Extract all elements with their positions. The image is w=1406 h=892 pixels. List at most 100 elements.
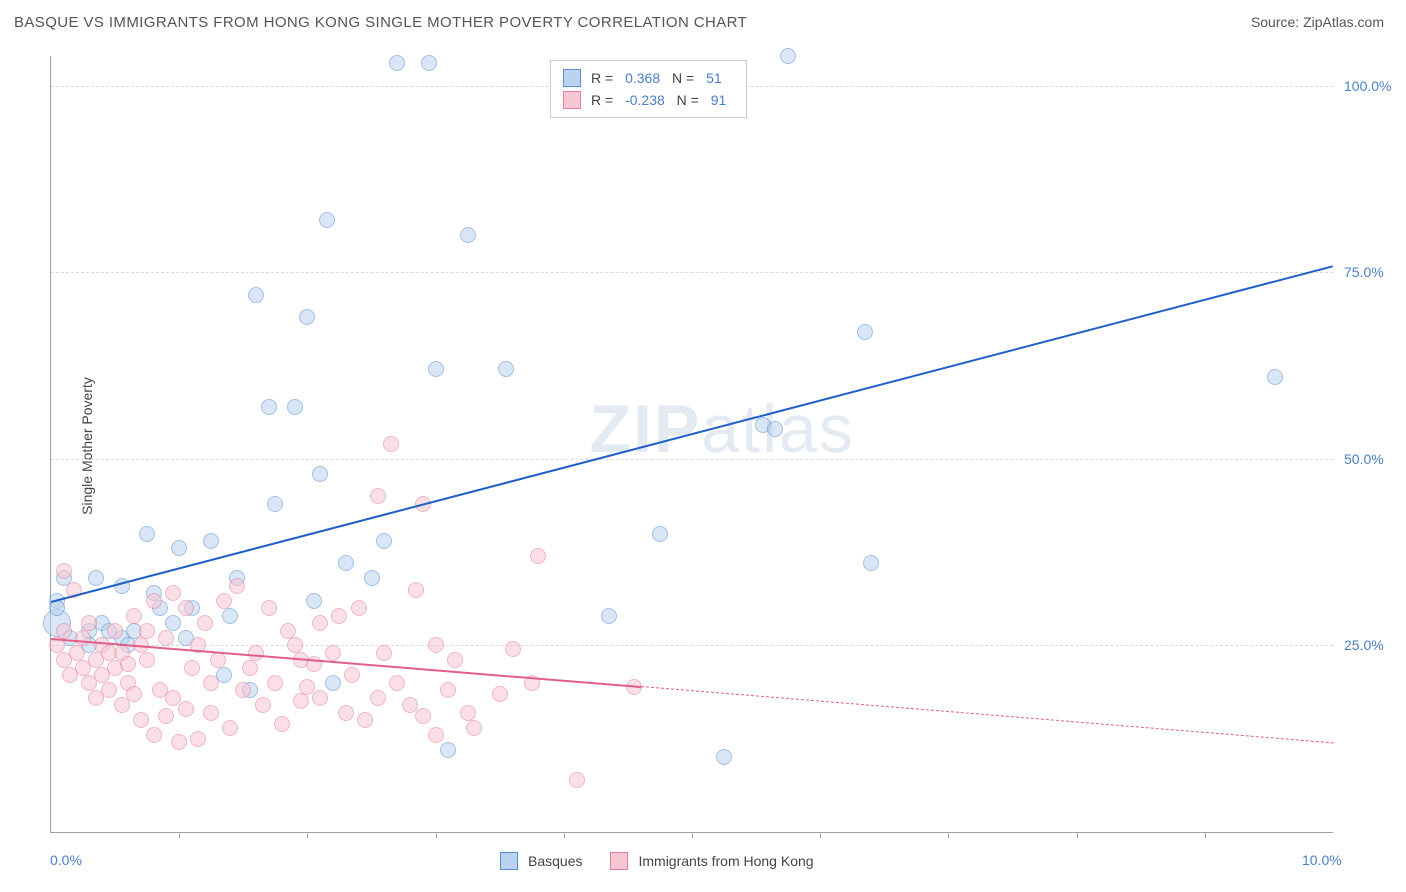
y-tick-label: 25.0%	[1344, 637, 1384, 653]
legend-swatch	[563, 69, 581, 87]
data-point	[139, 623, 155, 639]
data-point	[222, 608, 238, 624]
data-point	[293, 693, 309, 709]
gridline	[51, 459, 1333, 460]
data-point	[857, 324, 873, 340]
data-point	[376, 533, 392, 549]
data-point	[216, 593, 232, 609]
data-point	[344, 667, 360, 683]
data-point	[114, 697, 130, 713]
data-point	[389, 55, 405, 71]
series-legend: BasquesImmigrants from Hong Kong	[500, 852, 832, 870]
data-point	[190, 731, 206, 747]
data-point	[267, 496, 283, 512]
data-point	[261, 399, 277, 415]
data-point	[312, 615, 328, 631]
data-point	[197, 615, 213, 631]
data-point	[440, 682, 456, 698]
source-attribution: Source: ZipAtlas.com	[1251, 14, 1384, 30]
data-point	[389, 675, 405, 691]
plot-area: ZIPatlas	[50, 56, 1333, 833]
data-point	[601, 608, 617, 624]
data-point	[107, 623, 123, 639]
data-point	[351, 600, 367, 616]
data-point	[69, 645, 85, 661]
data-point	[287, 399, 303, 415]
x-tick-mark	[1205, 832, 1206, 838]
data-point	[165, 585, 181, 601]
data-point	[139, 526, 155, 542]
x-tick-mark	[436, 832, 437, 838]
data-point	[447, 652, 463, 668]
data-point	[274, 716, 290, 732]
data-point	[171, 540, 187, 556]
x-tick-mark	[820, 832, 821, 838]
legend-stats: R = 0.368 N = 51	[591, 70, 730, 86]
data-point	[338, 555, 354, 571]
x-tick-mark	[307, 832, 308, 838]
data-point	[56, 623, 72, 639]
x-tick-label: 0.0%	[50, 852, 82, 868]
data-point	[421, 55, 437, 71]
data-point	[440, 742, 456, 758]
source-name: ZipAtlas.com	[1303, 14, 1384, 30]
legend-swatch	[500, 852, 518, 870]
data-point	[376, 645, 392, 661]
data-point	[248, 287, 264, 303]
y-tick-label: 100.0%	[1344, 78, 1391, 94]
legend-swatch	[563, 91, 581, 109]
y-tick-label: 50.0%	[1344, 451, 1384, 467]
data-point	[466, 720, 482, 736]
x-tick-mark	[692, 832, 693, 838]
data-point	[261, 600, 277, 616]
data-point	[460, 227, 476, 243]
legend-stats: R = -0.238 N = 91	[591, 92, 734, 108]
data-point	[505, 641, 521, 657]
data-point	[287, 637, 303, 653]
data-point	[75, 630, 91, 646]
data-point	[203, 705, 219, 721]
legend-label: Immigrants from Hong Kong	[638, 853, 813, 869]
data-point	[203, 675, 219, 691]
data-point	[101, 682, 117, 698]
data-point	[325, 675, 341, 691]
data-point	[306, 593, 322, 609]
data-point	[229, 578, 245, 594]
correlation-legend: R = 0.368 N = 51 R = -0.238 N = 91	[550, 60, 747, 118]
data-point	[280, 623, 296, 639]
data-point	[331, 608, 347, 624]
data-point	[415, 708, 431, 724]
trend-line-dashed	[641, 686, 1333, 743]
data-point	[652, 526, 668, 542]
data-point	[370, 690, 386, 706]
data-point	[222, 720, 238, 736]
x-tick-mark	[948, 832, 949, 838]
data-point	[88, 570, 104, 586]
legend-row: R = -0.238 N = 91	[563, 89, 734, 111]
data-point	[460, 705, 476, 721]
data-point	[178, 600, 194, 616]
data-point	[267, 675, 283, 691]
data-point	[210, 652, 226, 668]
data-point	[383, 436, 399, 452]
data-point	[428, 727, 444, 743]
source-prefix: Source:	[1251, 14, 1303, 30]
data-point	[178, 701, 194, 717]
trend-line	[51, 265, 1333, 603]
data-point	[428, 637, 444, 653]
data-point	[146, 727, 162, 743]
gridline	[51, 272, 1333, 273]
legend-swatch	[610, 852, 628, 870]
data-point	[325, 645, 341, 661]
data-point	[146, 593, 162, 609]
chart-title: BASQUE VS IMMIGRANTS FROM HONG KONG SING…	[14, 14, 747, 31]
data-point	[299, 309, 315, 325]
data-point	[139, 652, 155, 668]
data-point	[767, 421, 783, 437]
data-point	[184, 660, 200, 676]
data-point	[716, 749, 732, 765]
data-point	[158, 630, 174, 646]
x-tick-mark	[179, 832, 180, 838]
x-tick-mark	[1077, 832, 1078, 838]
data-point	[242, 660, 258, 676]
